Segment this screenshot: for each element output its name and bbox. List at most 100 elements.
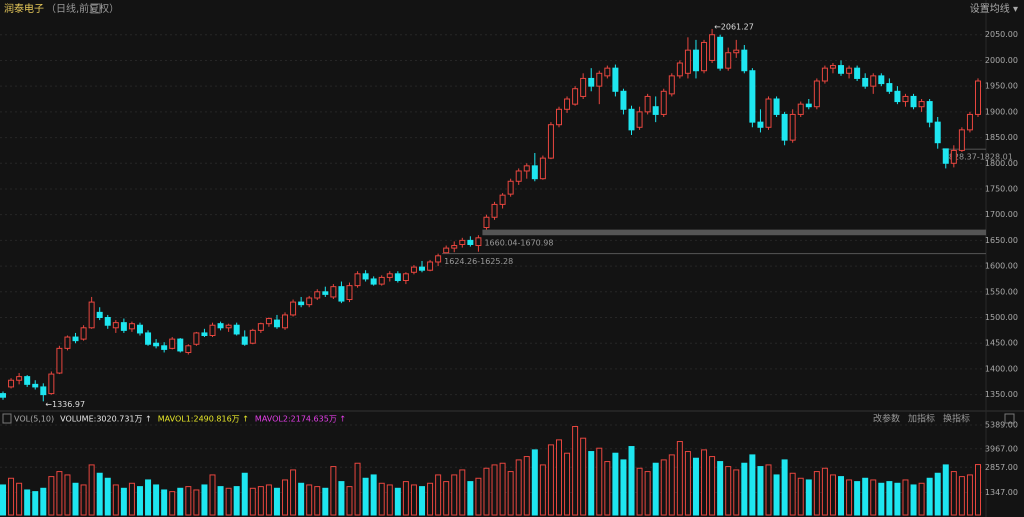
volume-bar <box>209 474 216 516</box>
ma-settings[interactable]: 设置均线 ▾ <box>970 2 1018 15</box>
candle-body <box>354 273 361 287</box>
candle-body <box>797 103 804 115</box>
candle-body <box>620 90 627 110</box>
candle-body <box>725 52 732 69</box>
help-icon[interactable] <box>2 413 12 424</box>
volume-bar <box>177 487 184 516</box>
candle-body <box>958 129 965 151</box>
volume-bar <box>572 426 579 516</box>
candle-body <box>233 324 240 335</box>
candle-body <box>330 286 337 298</box>
candle-body <box>32 383 39 388</box>
candle-body <box>765 98 772 128</box>
gap-label: 1828.37-1828.01 <box>944 152 1013 161</box>
gap-band <box>482 229 986 236</box>
volume-bar <box>265 484 272 516</box>
y-tick-label: 2050.00 <box>985 30 1018 39</box>
volume-bar <box>185 486 192 516</box>
volume-bar <box>120 487 127 516</box>
indicator-button[interactable]: 改参数 <box>873 413 900 425</box>
candle-body <box>443 247 450 254</box>
volume-bar <box>547 444 554 516</box>
volume-legend: VOL(5,10) <box>14 415 54 424</box>
volume-bar <box>370 474 377 516</box>
volume-bar <box>523 456 530 516</box>
y-tick-label: 1347.00 <box>985 488 1018 497</box>
candle-body <box>169 338 176 349</box>
y-tick-label: 1450.00 <box>985 339 1018 348</box>
y-tick-label: 1700.00 <box>985 210 1018 219</box>
candle-body <box>886 83 893 92</box>
candle-body <box>257 323 264 331</box>
volume-bar <box>169 491 176 516</box>
volume-bar <box>668 454 675 516</box>
candle-body <box>507 180 514 195</box>
volume-bar <box>709 456 716 516</box>
candle-body <box>290 301 297 316</box>
candle-body <box>459 239 466 246</box>
settings-icon[interactable] <box>90 3 101 14</box>
volume-bar <box>805 479 812 516</box>
volume-bar <box>580 437 587 516</box>
indicator-button[interactable]: 换指标 <box>943 413 970 425</box>
volume-bar <box>813 471 820 516</box>
volume-bar <box>644 471 651 516</box>
volume-bar <box>636 467 643 516</box>
candle-body <box>249 329 256 344</box>
volume-bar <box>8 477 15 516</box>
candle-body <box>918 101 925 108</box>
candle-body <box>644 95 651 113</box>
candle-body <box>193 332 200 345</box>
volume-bar <box>16 482 23 516</box>
volume-bar <box>88 464 95 516</box>
candle-body <box>120 322 127 331</box>
candle-body <box>523 165 530 172</box>
candle-body <box>40 386 47 396</box>
candle-body <box>749 70 756 123</box>
volume-bar <box>467 481 474 516</box>
candle-body <box>741 49 748 72</box>
volume-bar <box>282 479 289 516</box>
candle-body <box>362 273 369 280</box>
volume-bar <box>966 474 973 516</box>
candle-body <box>975 80 981 115</box>
candle-body <box>475 237 482 247</box>
candle-body <box>701 41 708 72</box>
volume-bar <box>80 484 87 516</box>
candle-body <box>209 324 216 337</box>
candle-body <box>467 239 474 246</box>
candle-body <box>692 49 699 72</box>
candle-body <box>153 342 160 347</box>
candle-body <box>862 77 869 87</box>
volume-bar <box>757 466 764 516</box>
y-tick-label: 1950.00 <box>985 82 1018 91</box>
candle-body <box>636 111 643 128</box>
candle-body <box>572 88 579 105</box>
candle-body <box>338 286 345 302</box>
gap-band <box>442 253 986 255</box>
candle-body <box>942 148 949 164</box>
volume-bar <box>749 454 756 516</box>
volume-bar <box>829 474 836 516</box>
y-tick-label: 1550.00 <box>985 287 1018 296</box>
candle-body <box>217 323 224 329</box>
volume-bar <box>894 482 901 516</box>
candle-body <box>515 170 522 182</box>
indicator-button[interactable]: 加指标 <box>908 413 935 425</box>
volume-bar <box>926 477 933 516</box>
candle-body <box>386 273 393 278</box>
candle-body <box>64 336 71 349</box>
volume-bar <box>322 487 329 516</box>
volume-bar <box>781 459 788 516</box>
volume-bar <box>241 472 248 516</box>
volume-bar <box>96 472 103 516</box>
volume-bar <box>862 477 869 516</box>
candle-body <box>926 101 933 123</box>
close-icon[interactable] <box>1004 413 1015 424</box>
volume-bar <box>475 477 482 516</box>
volume-bar <box>555 439 562 516</box>
volume-bar <box>676 441 683 516</box>
candle-body <box>370 278 377 285</box>
y-tick-label: 3967.00 <box>985 444 1018 453</box>
candle-body <box>894 90 901 103</box>
